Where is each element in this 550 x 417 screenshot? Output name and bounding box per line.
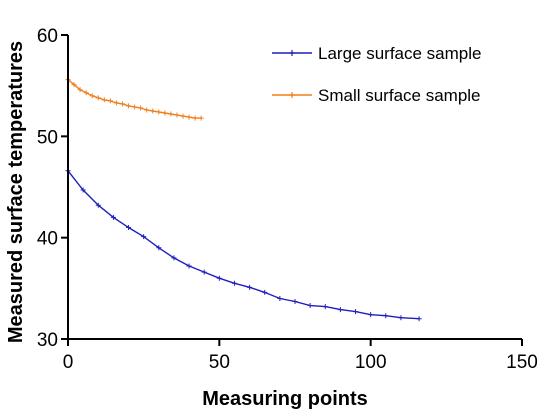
y-tick-label: 30: [37, 330, 58, 351]
data-point: [83, 90, 89, 96]
series-1: [65, 168, 422, 322]
data-point: [77, 87, 83, 93]
data-point: [107, 98, 113, 104]
data-point: [277, 295, 283, 301]
data-point: [156, 245, 162, 251]
data-point: [198, 115, 204, 121]
data-point: [186, 263, 192, 269]
data-point: [162, 110, 168, 116]
data-point: [292, 299, 298, 305]
data-point: [132, 104, 138, 110]
data-point: [141, 234, 147, 240]
y-axis-ticks: 30 40 50 60: [37, 26, 68, 351]
data-point: [180, 113, 186, 119]
y-axis-title: Measured surface temperatures: [5, 41, 27, 343]
data-point: [307, 303, 313, 309]
data-point: [231, 280, 237, 286]
data-point: [168, 111, 174, 117]
data-point: [353, 309, 359, 315]
data-point: [247, 284, 253, 290]
series-2: [65, 77, 204, 121]
legend-label: Large surface sample: [318, 44, 481, 63]
legend: Large surface sample Small surface sample: [272, 44, 481, 105]
data-point: [322, 304, 328, 310]
data-point: [201, 269, 207, 275]
legend-label: Small surface sample: [318, 86, 481, 105]
series-line: [67, 79, 202, 119]
data-point: [101, 97, 107, 103]
data-point: [368, 312, 374, 318]
y-tick-label: 50: [37, 127, 58, 148]
data-point: [192, 115, 198, 121]
data-point: [113, 100, 119, 106]
legend-marker: [289, 92, 295, 98]
x-tick-label: 50: [209, 352, 230, 373]
data-point: [216, 275, 222, 281]
data-point: [110, 214, 116, 220]
data-point: [150, 108, 156, 114]
data-point: [156, 109, 162, 115]
data-point: [262, 289, 268, 295]
data-point: [95, 202, 101, 208]
legend-marker: [289, 50, 295, 56]
data-point: [119, 101, 125, 107]
y-tick-label: 60: [37, 26, 58, 47]
data-point: [71, 82, 77, 88]
data-point: [337, 307, 343, 313]
legend-item: Small surface sample: [272, 86, 481, 105]
data-point: [383, 313, 389, 319]
x-axis-title: Measuring points: [202, 388, 368, 410]
data-point: [126, 103, 132, 109]
data-point: [186, 114, 192, 120]
data-point: [126, 225, 132, 231]
data-point: [89, 93, 95, 99]
data-point: [398, 315, 404, 321]
data-point: [95, 95, 101, 101]
x-tick-label: 0: [63, 352, 74, 373]
data-point: [416, 316, 422, 322]
x-axis-ticks: 0 50 100 150: [63, 339, 538, 373]
data-point: [174, 112, 180, 118]
y-tick-label: 40: [37, 229, 58, 250]
legend-item: Large surface sample: [272, 44, 481, 63]
x-tick-label: 100: [355, 352, 387, 373]
series-line: [67, 170, 420, 320]
data-point: [138, 105, 144, 111]
data-point: [144, 107, 150, 113]
data-point: [80, 187, 86, 193]
series-layer: [65, 77, 422, 322]
data-point: [171, 255, 177, 261]
x-tick-label: 150: [506, 352, 538, 373]
